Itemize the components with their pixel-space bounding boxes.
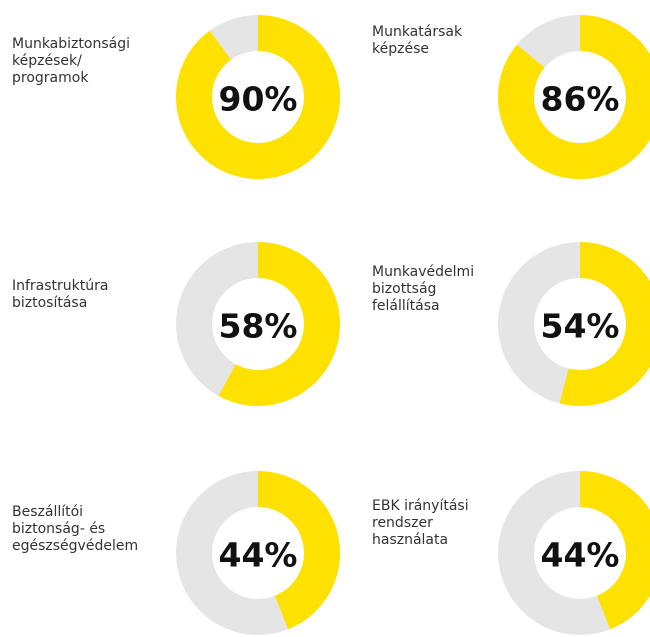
chart-label: rendszer (372, 515, 433, 531)
chart-label: biztosítása (12, 295, 87, 311)
chart-label: Munkabiztonsági (12, 36, 130, 52)
donut-segment (257, 471, 340, 630)
chart-label: használata (372, 532, 448, 548)
donut-segment (176, 15, 340, 179)
donut-segment (579, 471, 650, 630)
value-label: 54% (541, 307, 620, 346)
value-label: 86% (541, 80, 620, 119)
chart-label: felállítása (372, 298, 440, 314)
chart-label: Munkatársak (372, 24, 463, 40)
chart-label: Beszállítói (12, 504, 83, 520)
chart-label: programok (12, 70, 89, 86)
chart-label: biztonság- és (12, 521, 105, 537)
chart-label: bizottság (372, 281, 436, 297)
chart-label: képzése (372, 41, 429, 57)
value-label: 44% (541, 536, 620, 575)
chart-label: Munkavédelmi (372, 264, 474, 280)
value-label: 58% (219, 307, 298, 346)
value-label: 90% (219, 80, 298, 119)
chart-label: egészségvédelem (12, 538, 138, 554)
donut-segment (559, 242, 650, 406)
donut-segment (218, 242, 340, 406)
chart-label: Infrastruktúra (12, 278, 108, 294)
chart-label: képzések/ (12, 53, 82, 69)
chart-label: EBK irányítási (372, 498, 469, 514)
value-label: 44% (219, 536, 298, 575)
donut-segment (498, 15, 650, 179)
